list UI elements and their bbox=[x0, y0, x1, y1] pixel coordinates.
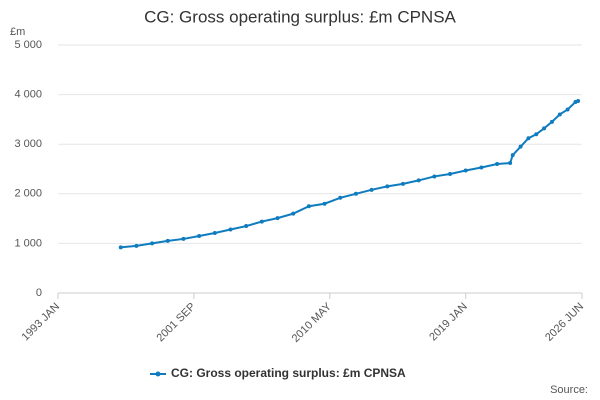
chart-title: CG: Gross operating surplus: £m CPNSA bbox=[144, 7, 456, 26]
data-point bbox=[228, 227, 233, 232]
data-point bbox=[557, 112, 562, 117]
data-point bbox=[369, 187, 374, 192]
y-tick-label: 3 000 bbox=[14, 138, 42, 150]
y-axis-unit: £m bbox=[10, 26, 25, 38]
data-point bbox=[306, 204, 311, 209]
data-point bbox=[432, 174, 437, 179]
y-tick-label: 2 000 bbox=[14, 188, 42, 200]
data-point bbox=[534, 132, 539, 137]
data-point bbox=[448, 171, 453, 176]
data-point bbox=[508, 161, 513, 166]
data-point bbox=[542, 126, 547, 131]
data-point bbox=[275, 216, 280, 221]
y-tick-label: 0 bbox=[36, 287, 42, 299]
data-point bbox=[259, 219, 264, 224]
data-point bbox=[510, 153, 515, 158]
data-point bbox=[565, 107, 570, 112]
data-line bbox=[120, 100, 579, 249]
data-point bbox=[518, 144, 523, 149]
data-point bbox=[150, 241, 155, 246]
data-point bbox=[134, 243, 139, 248]
data-point bbox=[181, 236, 186, 241]
data-point bbox=[338, 195, 343, 200]
data-point bbox=[322, 201, 327, 206]
y-tick-label: 4 000 bbox=[14, 89, 42, 101]
x-tick-label: 2026 JUN bbox=[543, 301, 586, 344]
data-point bbox=[416, 178, 421, 183]
data-point bbox=[549, 119, 554, 124]
data-point bbox=[400, 181, 405, 186]
data-point bbox=[291, 211, 296, 216]
data-point bbox=[244, 224, 249, 229]
data-point bbox=[212, 230, 217, 235]
y-tick-label: 1 000 bbox=[14, 237, 42, 249]
data-point bbox=[165, 238, 170, 243]
x-tick-label: 2010 MAY bbox=[290, 300, 335, 345]
y-tick-label: 5 000 bbox=[14, 39, 42, 51]
data-point bbox=[479, 165, 484, 170]
source: Source: bbox=[550, 384, 588, 396]
legend-marker bbox=[155, 371, 161, 377]
x-tick-label: 2001 SEP bbox=[155, 301, 199, 345]
data-point bbox=[385, 184, 390, 189]
data-point bbox=[353, 191, 358, 196]
data-point bbox=[463, 168, 468, 173]
x-tick-label: 2019 JAN bbox=[427, 301, 470, 344]
data-point bbox=[576, 99, 581, 104]
legend-label: CG: Gross operating surplus: £m CPNSA bbox=[171, 366, 406, 380]
data-point bbox=[526, 136, 531, 141]
data-point bbox=[495, 162, 500, 167]
data-point bbox=[118, 245, 123, 250]
x-tick-label: 1993 JAN bbox=[20, 301, 63, 344]
data-point bbox=[197, 233, 202, 238]
